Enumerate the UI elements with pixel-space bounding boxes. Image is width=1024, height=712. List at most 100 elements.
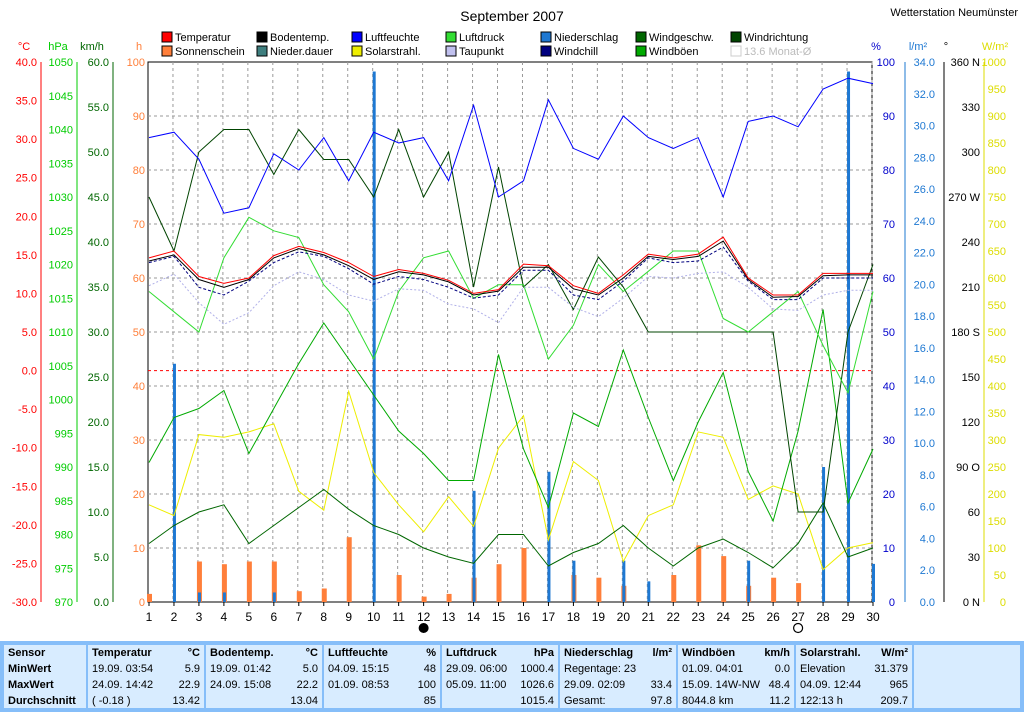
stats-avg-value: 13.04: [290, 695, 318, 707]
solar-tick-label: 100: [988, 543, 1006, 555]
x-tick-label: 1: [146, 610, 153, 624]
direction-tick-label: 210: [962, 282, 980, 294]
stats-row-max: MaxWert: [8, 679, 54, 691]
sunshine-bar: [421, 596, 427, 602]
stats-header: Luftfeuchte: [328, 647, 388, 659]
wind-tick-label: 20.0: [88, 417, 109, 429]
ground-temp-line: [148, 240, 873, 298]
sunshine-bar: [271, 561, 277, 602]
stats-max-value: 22.9: [178, 679, 200, 691]
solar-tick-label: 850: [988, 138, 1006, 150]
sunshine-bar: [696, 545, 702, 602]
sun-tick-label: 50: [133, 327, 145, 339]
stats-max-value: 22.2: [296, 679, 318, 691]
x-tick-label: 15: [492, 610, 506, 624]
x-tick-label: 7: [295, 610, 302, 624]
direction-tick-label: 30: [968, 552, 980, 564]
sun-tick-label: 0: [139, 597, 145, 609]
legend-label: Luftfeuchte: [365, 32, 419, 44]
x-tick-label: 16: [517, 610, 531, 624]
direction-tick-label: 240: [962, 237, 980, 249]
rain-tick-label: 18.0: [914, 311, 935, 323]
temp-tick-label: -25.0: [12, 558, 37, 570]
stats-avg-value: 85: [423, 695, 436, 707]
precipitation-bar: [472, 490, 476, 602]
x-tick-label: 10: [367, 610, 381, 624]
humidity-tick-label: 90: [883, 111, 895, 123]
rain-tick-label: 0.0: [920, 597, 935, 609]
legend-swatch: [256, 31, 268, 43]
sun-tick-label: 90: [133, 111, 145, 123]
solar-tick-label: 250: [988, 462, 1006, 474]
solar-tick-label: 700: [988, 219, 1006, 231]
stats-max-value: 965: [889, 679, 908, 691]
legend-label: 13.6 Monat-Ø: [744, 46, 812, 58]
stats-unit: °C: [187, 647, 200, 659]
legend-swatch: [161, 31, 173, 43]
x-tick-label: 29: [841, 610, 855, 624]
temp-tick-label: -5.0: [18, 404, 37, 416]
rain-tick-label: 32.0: [914, 89, 935, 101]
legend-swatch: [730, 45, 742, 57]
pressure-tick-label: 1035: [49, 158, 73, 170]
sun-tick-label: 60: [133, 273, 145, 285]
stats-avg-value: 209.7: [880, 695, 908, 707]
x-tick-label: 6: [270, 610, 277, 624]
stats-unit: °C: [305, 647, 318, 659]
humidity-tick-label: 50: [883, 327, 895, 339]
stats-min-date: 19.09. 01:42: [210, 663, 272, 675]
sunshine-bar: [721, 556, 727, 602]
x-tick-label: 13: [442, 610, 456, 624]
x-tick-label: 26: [766, 610, 780, 624]
wind-tick-label: 35.0: [88, 282, 109, 294]
pressure-tick-label: 1045: [49, 91, 73, 103]
direction-tick-label: 120: [962, 417, 980, 429]
solar-tick-label: 800: [988, 165, 1006, 177]
wind-tick-label: 0.0: [94, 597, 109, 609]
solar-tick-label: 450: [988, 354, 1006, 366]
precipitation-bar: [372, 71, 376, 602]
stats-header: Luftdruck: [446, 647, 497, 659]
x-tick-label: 5: [246, 610, 253, 624]
sun-tick-label: 70: [133, 219, 145, 231]
stats-min-value: 1000.4: [520, 663, 554, 675]
legend-swatch: [445, 45, 457, 57]
sunshine-bar: [521, 548, 527, 602]
solar-tick-label: 500: [988, 327, 1006, 339]
sun-tick-label: 20: [133, 489, 145, 501]
direction-tick-label: 330: [962, 102, 980, 114]
solar-tick-label: 900: [988, 111, 1006, 123]
rain-tick-label: 8.0: [920, 470, 935, 482]
temp-axis-unit: °C: [18, 41, 30, 53]
stats-min-date: 04.09. 15:15: [328, 663, 390, 675]
stats-total-label: Gesamt:: [564, 695, 606, 707]
wind-tick-label: 55.0: [88, 102, 109, 114]
temp-tick-label: 5.0: [22, 327, 37, 339]
stats-sensor-box: Sensor MinWert MaxWert Durchschnitt: [4, 645, 86, 708]
solar-tick-label: 750: [988, 192, 1006, 204]
stats-min-value: 5.0: [302, 663, 318, 675]
x-tick-label: 20: [617, 610, 631, 624]
stats-header: Temperatur: [92, 647, 152, 659]
stats-avg-note: ( -0.18 ): [92, 695, 131, 707]
precipitation-bar: [847, 71, 851, 602]
stats-header: Bodentemp.: [210, 647, 274, 659]
rain-tick-label: 10.0: [914, 438, 935, 450]
x-tick-label: 4: [221, 610, 228, 624]
stats-max-date: 04.09. 12:44: [800, 679, 862, 691]
x-tick-label: 30: [866, 610, 880, 624]
solar-tick-label: 0: [1000, 597, 1006, 609]
temp-tick-label: -30.0: [12, 597, 37, 609]
legend-swatch: [635, 45, 647, 57]
x-tick-label: 2: [171, 610, 178, 624]
solar-tick-label: 650: [988, 246, 1006, 258]
precipitation-bar: [647, 581, 651, 602]
pressure-tick-label: 990: [55, 462, 73, 474]
sunshine-bar: [346, 537, 352, 602]
moon-markers: [418, 622, 804, 634]
line-series: [148, 77, 874, 571]
rain-tick-label: 20.0: [914, 279, 935, 291]
pressure-tick-label: 1025: [49, 226, 73, 238]
rain-axis-unit: l/m²: [909, 41, 928, 53]
humidity-tick-label: 70: [883, 219, 895, 231]
